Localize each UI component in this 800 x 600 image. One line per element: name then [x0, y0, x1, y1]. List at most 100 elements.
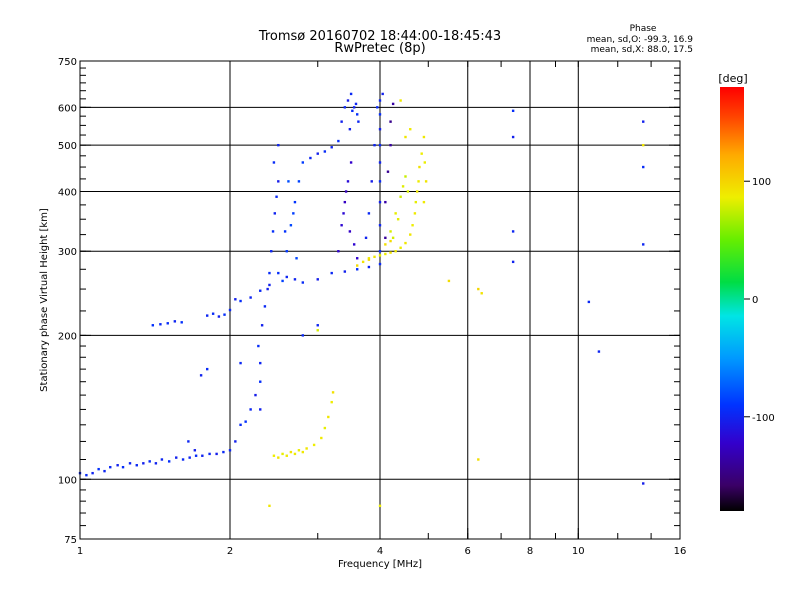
o-mode-point [199, 374, 203, 377]
o-mode-point [109, 465, 112, 469]
x-tick-label: 8 [527, 546, 533, 557]
o-mode-point [337, 139, 340, 143]
o-mode-point [386, 170, 390, 173]
x-mode-point [312, 443, 316, 447]
x-mode-point [330, 400, 333, 404]
x-mode-point [391, 236, 395, 240]
o-mode-point [263, 305, 267, 308]
x-mode-point [281, 452, 284, 456]
x-mode-point [396, 218, 400, 221]
x-mode-point [420, 152, 423, 155]
o-mode-point [340, 224, 343, 227]
x-mode-point [384, 252, 387, 256]
o-mode-point [384, 200, 387, 204]
o-mode-point [167, 460, 171, 463]
o-mode-point [228, 308, 232, 312]
x-mode-point [409, 127, 412, 131]
o-mode-point [642, 120, 645, 123]
o-mode-point [343, 200, 347, 204]
o-mode-point [205, 367, 209, 371]
o-mode-point [277, 143, 280, 147]
o-mode-point [142, 462, 145, 465]
x-mode-point [417, 180, 420, 183]
o-mode-point [194, 454, 198, 457]
o-mode-point [259, 408, 262, 411]
o-mode-point [348, 230, 352, 233]
x-mode-point [378, 254, 382, 257]
chart-title: Tromsø 20160702 18:44:00-18:45:43 [258, 29, 501, 44]
x-mode-point [399, 99, 402, 102]
x-tick-label: 1 [77, 546, 83, 557]
o-mode-point [239, 299, 242, 303]
colorbar-label: [deg] [718, 72, 747, 85]
o-mode-point [357, 120, 360, 123]
o-mode-point [244, 420, 247, 423]
x-mode-point [323, 426, 327, 430]
o-mode-point [355, 268, 359, 271]
y-tick-label: 100 [58, 475, 77, 486]
o-mode-point [254, 393, 257, 397]
data-points [78, 92, 645, 508]
o-mode-point [188, 456, 191, 459]
plot-area: 1 2 4 6 8 10 16 75 100 200 300 400 500 600 750 [58, 57, 686, 557]
o-mode-point [378, 143, 382, 147]
o-mode-point [259, 380, 262, 383]
y-tick-label: 500 [58, 141, 77, 152]
y-tick-label: 400 [58, 187, 77, 198]
o-mode-point [370, 180, 373, 183]
x-mode-point [367, 257, 371, 260]
o-mode-point [91, 471, 94, 475]
o-mode-point [273, 212, 276, 215]
o-mode-point [378, 161, 382, 164]
o-mode-point [348, 127, 352, 131]
o-mode-point [343, 270, 347, 273]
o-mode-point [378, 99, 382, 102]
x-mode-point [404, 241, 407, 245]
o-mode-point [642, 243, 645, 246]
colorbar-tick-label: 100 [752, 177, 771, 188]
o-mode-point [642, 165, 645, 169]
o-mode-point [97, 467, 100, 471]
x-mode-point [480, 292, 483, 295]
x-mode-point [373, 255, 376, 259]
x-mode-point [305, 447, 308, 450]
o-mode-point [389, 143, 392, 147]
o-mode-point [337, 250, 340, 253]
o-mode-point [342, 212, 345, 215]
o-mode-point [181, 458, 185, 461]
o-mode-point [249, 408, 252, 411]
x-mode-point [389, 230, 392, 233]
o-mode-point [378, 113, 382, 116]
o-mode-point [352, 106, 356, 109]
o-mode-point [330, 271, 333, 275]
x-mode-point [422, 135, 426, 139]
o-mode-point [378, 200, 382, 204]
o-mode-point [272, 161, 276, 164]
o-mode-point [389, 120, 392, 123]
o-mode-point [217, 315, 221, 318]
o-mode-point [128, 462, 132, 465]
grid-lines [80, 61, 680, 539]
x-mode-point [301, 450, 305, 454]
o-mode-point [148, 460, 151, 463]
x-mode-point [320, 436, 323, 440]
x-mode-point [411, 224, 414, 227]
o-mode-point [316, 152, 319, 155]
o-mode-point [351, 109, 354, 113]
x-mode-point [404, 175, 407, 178]
o-mode-point [364, 236, 368, 240]
o-mode-point [301, 281, 305, 284]
x-mode-point [327, 415, 330, 419]
o-mode-point [378, 127, 382, 131]
o-mode-point [373, 143, 376, 147]
o-mode-point [355, 113, 359, 116]
o-mode-point [208, 452, 211, 456]
o-mode-point [316, 278, 319, 281]
x-mode-point [642, 143, 645, 147]
x-mode-point [399, 195, 402, 198]
x-tick-label: 6 [465, 546, 471, 557]
y-axis-label: Stationary phase Virtual Height [km] [39, 208, 50, 392]
o-mode-point [257, 344, 260, 348]
colorbar: [deg] 100 0 -100 [718, 72, 775, 511]
o-mode-point [355, 257, 359, 260]
